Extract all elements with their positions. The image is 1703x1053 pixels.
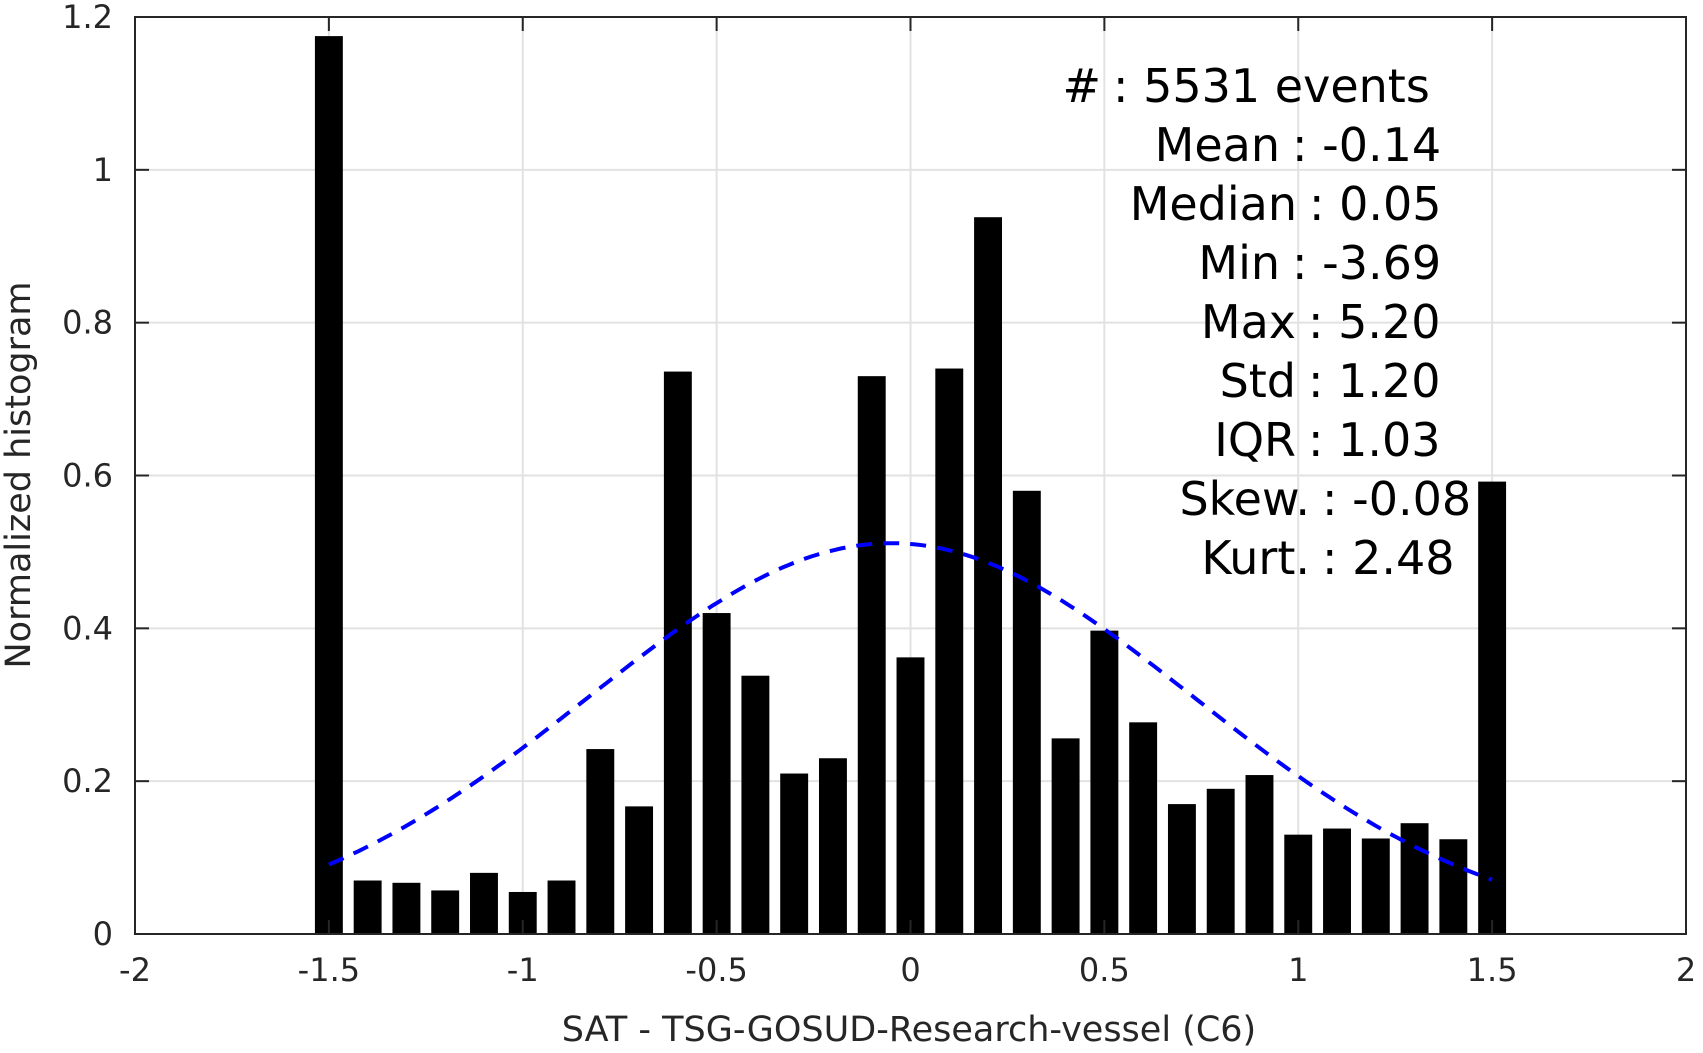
histogram-bar xyxy=(935,368,964,934)
histogram-bar xyxy=(586,749,615,934)
stat-label: Max xyxy=(1201,295,1296,349)
x-tick-label: -1.5 xyxy=(298,951,360,989)
x-axis-title: SAT - TSG-GOSUD-Research-vessel (C6) xyxy=(562,1010,1256,1050)
histogram-bar xyxy=(547,880,576,934)
stat-line: Std: 1.20 xyxy=(1220,354,1441,408)
stat-value: : -3.69 xyxy=(1292,236,1441,290)
stat-label: Median xyxy=(1130,177,1297,231)
stat-label: Skew. xyxy=(1179,472,1310,526)
histogram-bar xyxy=(470,872,498,934)
y-tick-label: 0.4 xyxy=(62,609,113,647)
stat-value: : 1.03 xyxy=(1308,413,1441,467)
stat-value: : -0.08 xyxy=(1322,472,1471,526)
x-tick-label: -1 xyxy=(507,951,539,989)
x-tick-label: -0.5 xyxy=(685,951,747,989)
histogram-bar xyxy=(392,882,421,934)
stat-line: Median: 0.05 xyxy=(1130,177,1442,231)
x-tick-label: 1.5 xyxy=(1467,951,1518,989)
y-tick-label: 1.2 xyxy=(62,0,113,36)
histogram-bar xyxy=(741,675,770,934)
histogram-bars xyxy=(314,36,1507,934)
x-tick-label: 1 xyxy=(1288,951,1308,989)
x-tick-label: -2 xyxy=(119,951,151,989)
histogram-bar xyxy=(1206,788,1235,934)
histogram-bar xyxy=(1323,828,1351,934)
histogram-bar xyxy=(974,217,1003,934)
y-tick-label: 0.6 xyxy=(62,457,113,495)
y-tick-label: 0 xyxy=(93,915,113,953)
stat-line: Kurt.: 2.48 xyxy=(1201,531,1454,585)
histogram-bar xyxy=(857,376,886,934)
stat-line: Skew.: -0.08 xyxy=(1179,472,1471,526)
y-tick-label: 0.8 xyxy=(62,304,113,342)
histogram-bar xyxy=(625,806,654,934)
stat-line: Mean: -0.14 xyxy=(1155,118,1441,172)
stat-line: Max: 5.20 xyxy=(1201,295,1441,349)
stat-value: : 5531 events xyxy=(1113,59,1430,113)
histogram-bar xyxy=(780,773,809,934)
y-tick-label: 0.2 xyxy=(62,762,113,800)
histogram-bar xyxy=(1361,838,1390,934)
stat-label: Mean xyxy=(1155,118,1280,172)
histogram-bar xyxy=(663,371,692,934)
axis-ticks xyxy=(134,16,1687,935)
stat-label: Min xyxy=(1198,236,1280,290)
stat-label: IQR xyxy=(1214,413,1296,467)
stat-label: Kurt. xyxy=(1201,531,1310,585)
histogram-bar xyxy=(896,657,925,934)
x-tick-labels: -2 -1.5 -1 -0.5 0 0.5 1 1.5 2 xyxy=(119,951,1696,989)
histogram-bar xyxy=(1051,738,1080,934)
x-tick-label: 0.5 xyxy=(1079,951,1130,989)
stat-label: # xyxy=(1062,59,1101,113)
stat-value: : 0.05 xyxy=(1309,177,1442,231)
histogram-bar xyxy=(1245,775,1274,934)
y-tick-labels: 0 0.2 0.4 0.6 0.8 1 1.2 xyxy=(62,0,113,953)
histogram-bar xyxy=(1400,823,1429,934)
stat-label: Std xyxy=(1220,354,1296,408)
histogram-bar xyxy=(1012,490,1041,934)
y-axis-title: Normalized histogram xyxy=(0,281,39,668)
histogram-bar xyxy=(1478,481,1507,934)
y-tick-label: 1 xyxy=(93,151,113,189)
gaussian-fit-curve xyxy=(328,541,1493,882)
stat-value: : 2.48 xyxy=(1322,531,1455,585)
histogram-bar xyxy=(818,758,847,934)
stat-line: Min: -3.69 xyxy=(1198,236,1441,290)
histogram-bar xyxy=(1439,839,1468,934)
stat-line: #: 5531 events xyxy=(1062,59,1429,113)
histogram-bar xyxy=(1284,834,1313,934)
x-tick-label: 2 xyxy=(1676,951,1696,989)
stat-value: : -0.14 xyxy=(1292,118,1441,172)
histogram-bar xyxy=(1090,630,1119,934)
stat-value: : 1.20 xyxy=(1308,354,1441,408)
histogram-bar xyxy=(314,36,343,934)
histogram-bar xyxy=(353,880,382,934)
histogram-bar xyxy=(1167,804,1196,934)
stat-line: IQR: 1.03 xyxy=(1214,413,1440,467)
x-tick-label: 0 xyxy=(900,951,920,989)
stat-value: : 5.20 xyxy=(1308,295,1441,349)
histogram-bar xyxy=(431,890,460,934)
histogram-bar xyxy=(1129,722,1158,934)
histogram-bar xyxy=(702,613,731,934)
